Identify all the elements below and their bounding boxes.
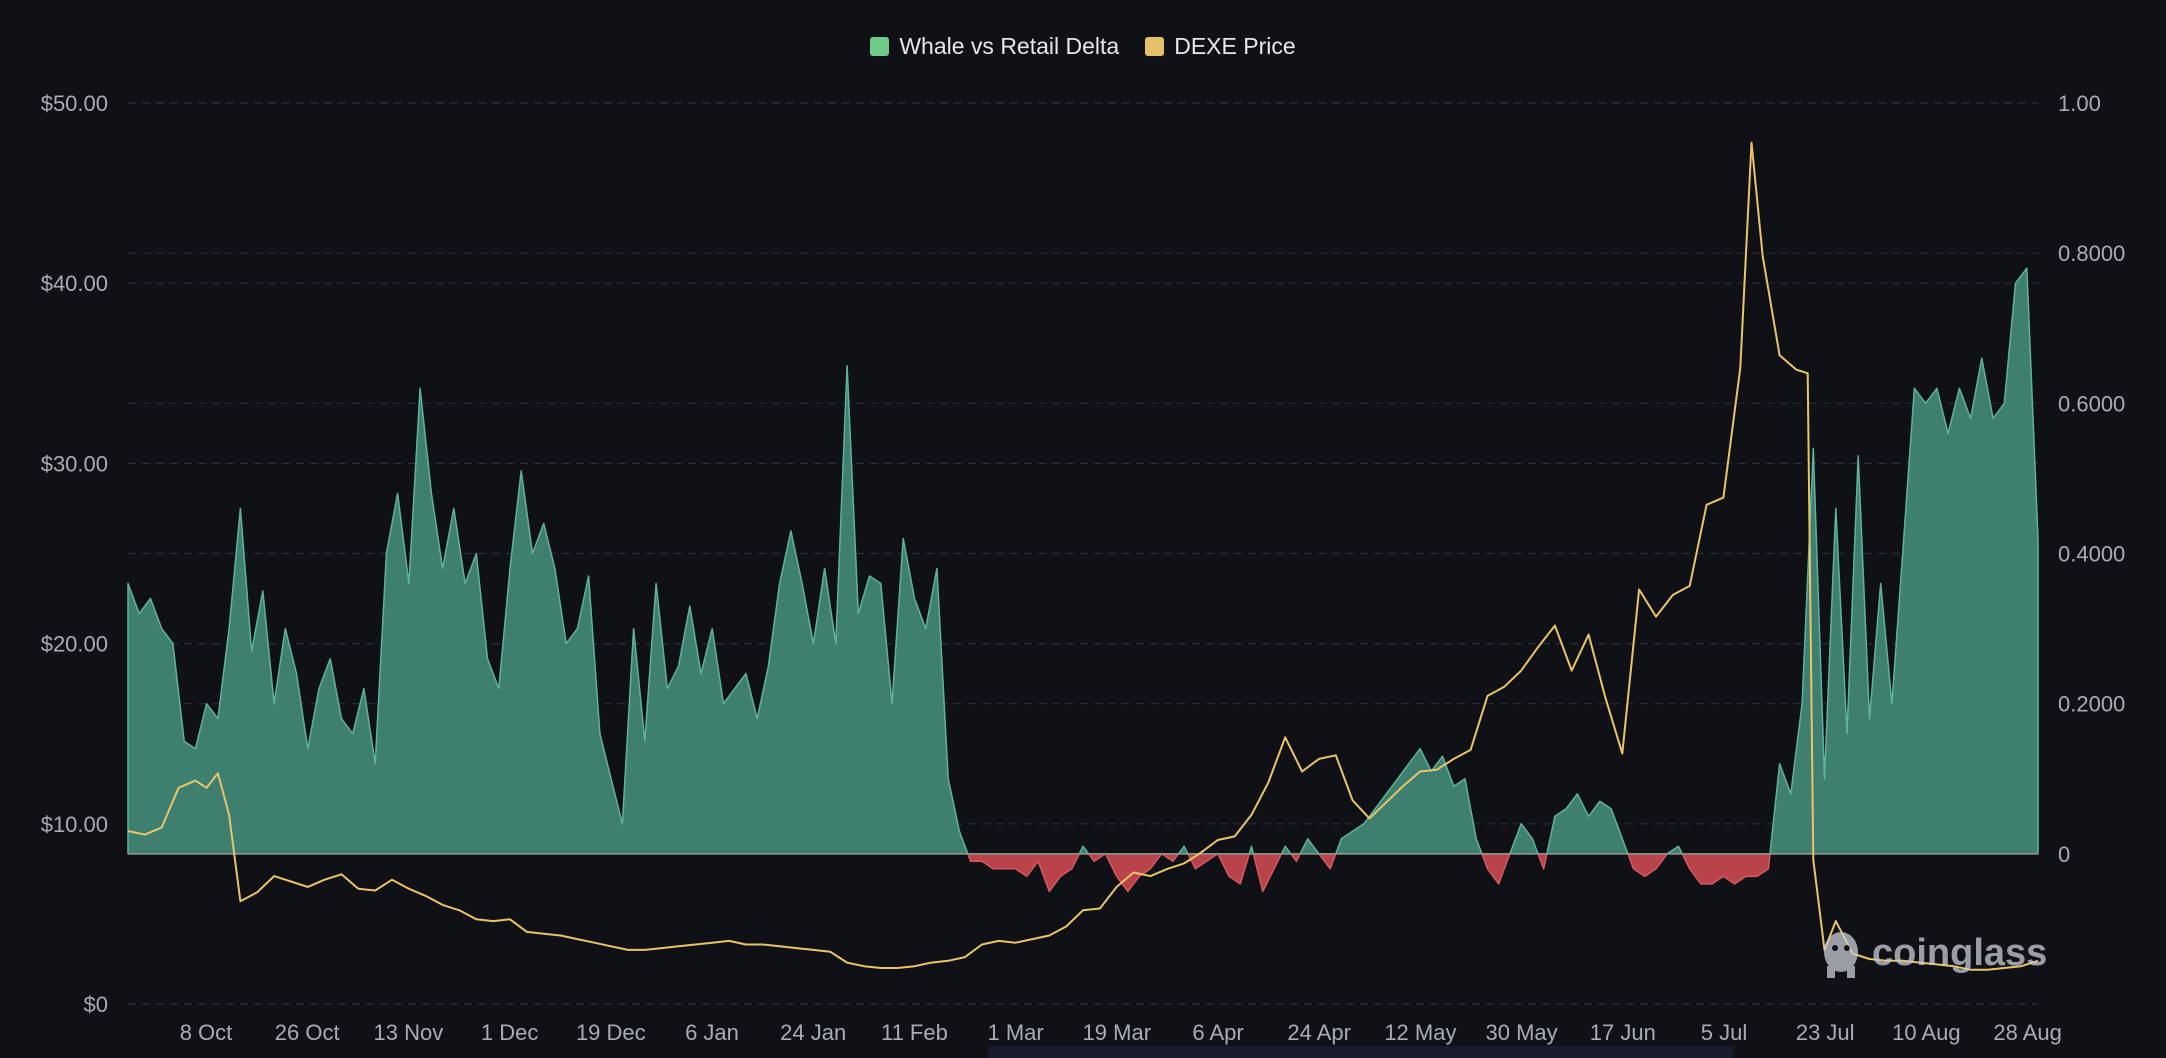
- legend-item-whale-delta[interactable]: Whale vs Retail Delta: [870, 33, 1119, 60]
- x-axis-tick-label: 8 Oct: [180, 1020, 233, 1045]
- x-axis-ticks: 8 Oct 26 Oct 13 Nov 1 Dec 19 Dec 6 Jan 24 Jan 1…: [180, 1020, 2062, 1045]
- dexe-price-line: [127, 141, 2039, 971]
- x-axis-tick-label: 26 Oct: [275, 1020, 340, 1045]
- whale-delta-positive-area: [127, 267, 2039, 855]
- x-axis-tick-label: 1 Mar: [987, 1020, 1043, 1045]
- x-axis-tick-label: 1 Dec: [481, 1020, 538, 1045]
- x-axis-tick-label: 24 Apr: [1287, 1020, 1351, 1045]
- x-axis-tick-label: 19 Dec: [576, 1020, 646, 1045]
- legend: Whale vs Retail Delta DEXE Price: [0, 33, 2166, 60]
- x-axis-tick-label: 19 Mar: [1083, 1020, 1151, 1045]
- right-axis-tick-label: 0.6000: [2058, 391, 2125, 416]
- coinglass-watermark: coinglass: [1818, 928, 2047, 978]
- coinglass-logo-icon: [1824, 932, 1858, 978]
- x-axis-tick-label: 5 Jul: [1701, 1020, 1747, 1045]
- legend-swatch-whale-delta: [870, 37, 890, 56]
- x-axis-tick-label: 23 Jul: [1796, 1020, 1855, 1045]
- right-axis-tick-label: 0.2000: [2058, 692, 2125, 717]
- legend-item-dexe-price[interactable]: DEXE Price: [1145, 33, 1296, 60]
- whale-delta-negative-area: [127, 853, 2039, 893]
- x-axis-tick-label: 17 Jun: [1590, 1020, 1656, 1045]
- left-axis-tick-label: $30.00: [41, 451, 108, 476]
- x-axis-tick-label: 12 May: [1384, 1020, 1456, 1045]
- legend-swatch-dexe-price: [1145, 37, 1165, 56]
- x-axis-tick-label: 10 Aug: [1892, 1020, 1961, 1045]
- scroll-strip: [988, 1046, 1734, 1058]
- legend-label-whale-delta: Whale vs Retail Delta: [899, 33, 1120, 59]
- x-axis-tick-label: 24 Jan: [780, 1020, 846, 1045]
- left-axis-tick-label: $50.00: [41, 91, 108, 116]
- x-axis-tick-label: 30 May: [1486, 1020, 1558, 1045]
- left-axis-tick-label: $20.00: [41, 632, 108, 657]
- right-axis-tick-label: 0.4000: [2058, 542, 2125, 567]
- x-axis-tick-label: 28 Aug: [1993, 1020, 2062, 1045]
- watermark-text: coinglass: [1872, 931, 2048, 974]
- x-axis-tick-label: 13 Nov: [374, 1020, 444, 1045]
- left-axis-tick-label: $40.00: [41, 271, 108, 296]
- x-axis-tick-label: 6 Jan: [685, 1020, 739, 1045]
- left-axis-tick-label: $10.00: [41, 812, 108, 837]
- left-axis-ticks: $0 $10.00 $20.00 $30.00 $40.00 $50.00: [41, 91, 108, 1017]
- x-axis-tick-label: 6 Apr: [1192, 1020, 1243, 1045]
- right-axis-tick-label: 1.00: [2058, 91, 2101, 116]
- right-axis-tick-label: 0: [2058, 842, 2070, 867]
- left-axis-tick-label: $0: [84, 992, 108, 1017]
- x-axis-tick-label: 11 Feb: [881, 1020, 948, 1045]
- whale-delta-area: [127, 267, 2039, 893]
- legend-label-dexe-price: DEXE Price: [1174, 33, 1296, 59]
- right-axis-tick-label: 0.8000: [2058, 241, 2125, 266]
- dexe-price-series-line: [127, 141, 2039, 971]
- right-axis-ticks: 0 0.2000 0.4000 0.6000 0.8000 1.00: [2058, 91, 2125, 867]
